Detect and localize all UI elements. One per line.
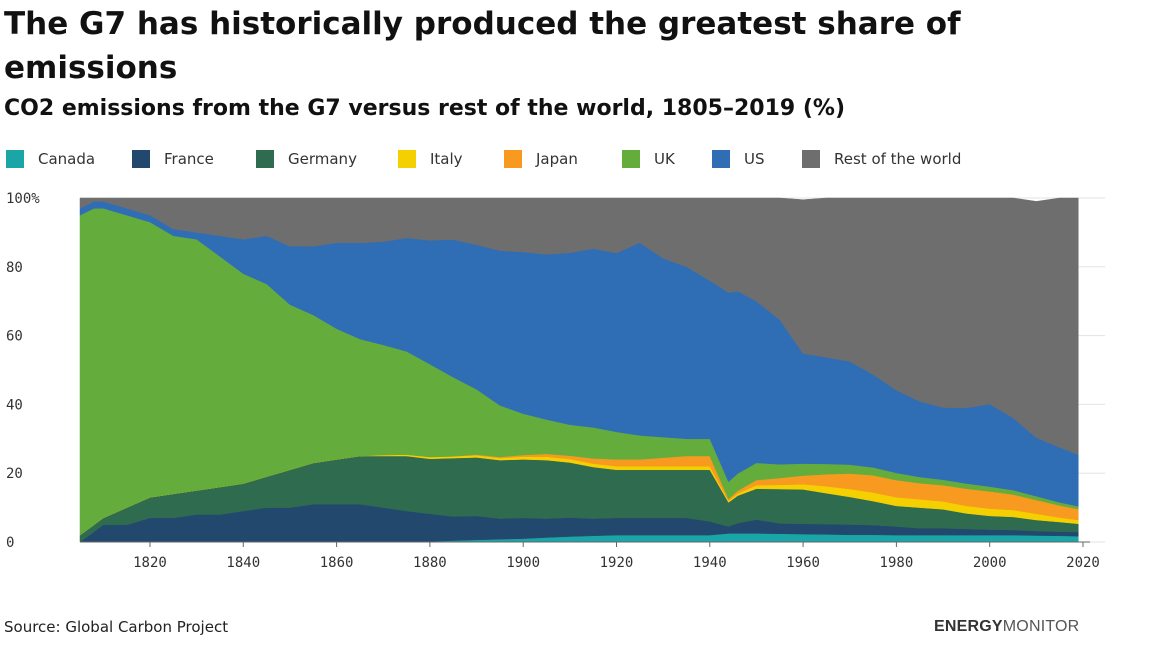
legend-item-japan: Japan [504,148,578,170]
y-tick-label-0: 0 [6,535,14,551]
legend-label-germany: Germany [288,150,357,168]
legend-label-japan: Japan [536,150,578,168]
x-tick-label-1840: 1840 [226,555,260,571]
legend-swatch-us [712,150,730,168]
chart-title: The G7 has historically produced the gre… [4,6,961,86]
y-tick-label-60: 60 [6,329,23,345]
x-tick-label-2020: 2020 [1066,555,1100,571]
legend: Canada France Germany Italy Japan UK US … [6,148,1106,170]
source-note: Source: Global Carbon Project [4,618,229,636]
legend-swatch-uk [622,150,640,168]
x-tick-label-1920: 1920 [600,555,634,571]
x-tick-label-2000: 2000 [973,555,1007,571]
legend-swatch-canada [6,150,24,168]
x-tick-label-1960: 1960 [786,555,820,571]
legend-item-france: France [132,148,214,170]
x-tick-label-1940: 1940 [693,555,727,571]
y-tick-label-80: 80 [6,260,23,276]
legend-label-france: France [164,150,214,168]
y-tick-label-100: 100% [6,191,40,207]
legend-swatch-france [132,150,150,168]
legend-label-uk: UK [654,150,675,168]
legend-swatch-rest-of-world [802,150,820,168]
legend-label-italy: Italy [430,150,463,168]
chart-subtitle: CO2 emissions from the G7 versus rest of… [4,96,845,121]
legend-item-rest-of-world: Rest of the world [802,148,961,170]
legend-item-italy: Italy [398,148,463,170]
x-tick-label-1820: 1820 [133,555,167,571]
y-tick-label-20: 20 [6,466,23,482]
legend-label-rest-of-world: Rest of the world [834,150,962,168]
brand-energy: ENERGY [934,618,1003,635]
brand-monitor: MONITOR [1002,618,1080,635]
y-tick-label-40: 40 [6,397,23,413]
legend-label-us: US [744,150,765,168]
stacked-area-chart: 0 20 40 60 80 100% 1820 1840 1860 1880 1900 1920 194… [6,191,1105,571]
legend-swatch-italy [398,150,416,168]
energy-monitor-logo: ENERGYMONITOR [934,618,1079,636]
legend-label-canada: Canada [38,150,96,168]
legend-item-canada: Canada [6,148,95,170]
area-rest-of-the-world [79,197,1079,455]
x-tick-label-1980: 1980 [880,555,914,571]
x-tick-label-1860: 1860 [320,555,354,571]
x-tick-label-1880: 1880 [413,555,447,571]
legend-item-uk: UK [622,148,675,170]
legend-item-us: US [712,148,765,170]
legend-swatch-japan [504,150,522,168]
legend-item-germany: Germany [256,148,357,170]
x-tick-label-1900: 1900 [506,555,540,571]
legend-swatch-germany [256,150,274,168]
